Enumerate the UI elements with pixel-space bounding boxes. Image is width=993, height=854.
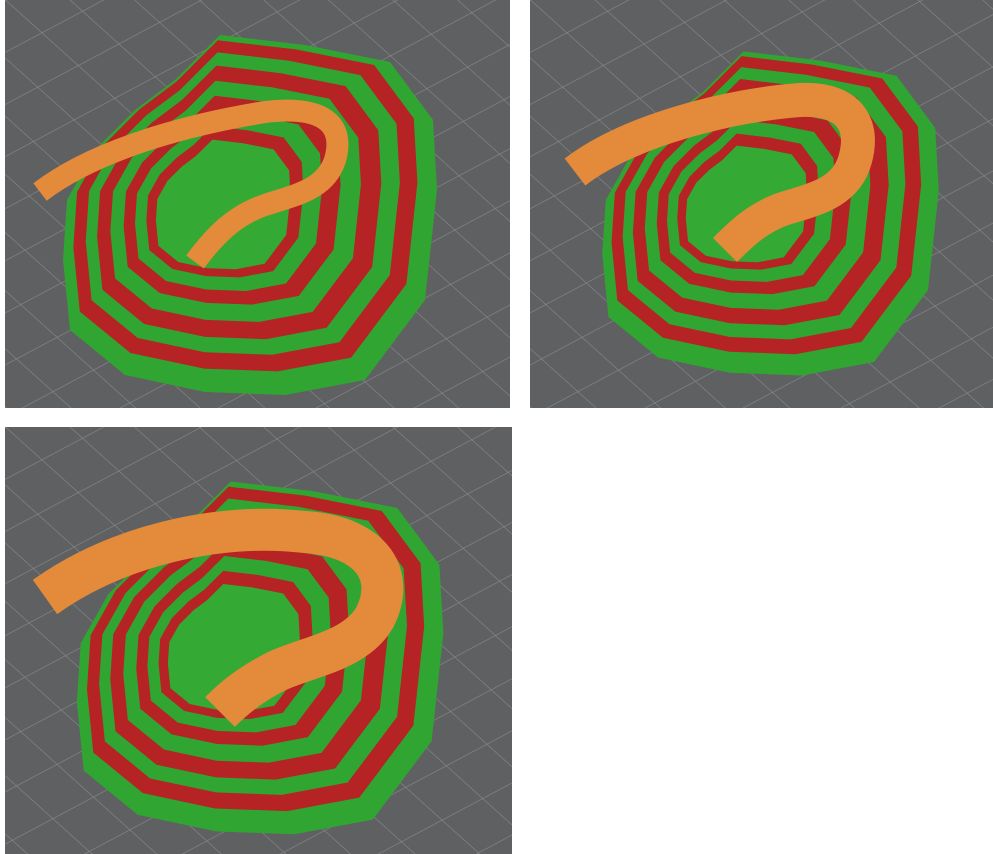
render-panel <box>530 0 993 408</box>
render-panel <box>5 427 512 854</box>
render-panel <box>5 0 510 408</box>
page <box>0 0 993 854</box>
